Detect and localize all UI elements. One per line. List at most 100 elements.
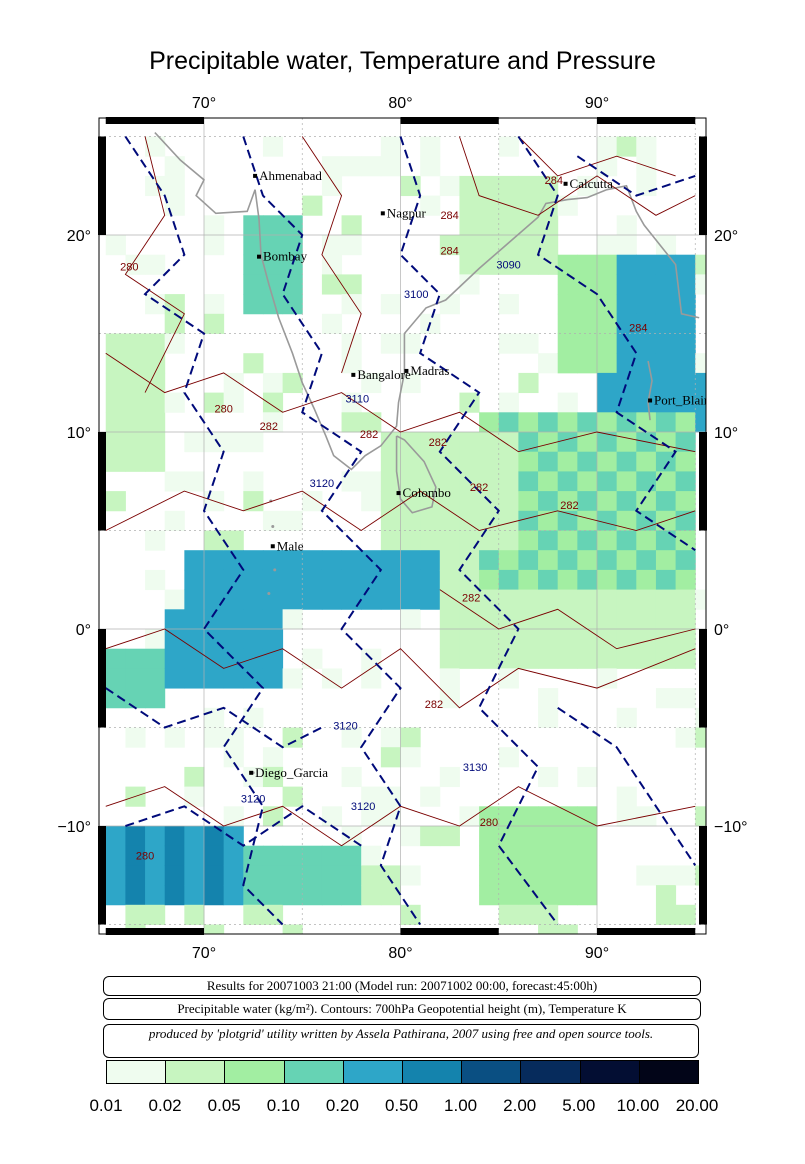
temperature-label: 282 bbox=[425, 699, 443, 711]
field-cell bbox=[420, 550, 441, 571]
field-cell bbox=[105, 451, 126, 472]
color-scale-swatch bbox=[343, 1061, 404, 1083]
field-cell bbox=[184, 471, 205, 492]
field-cell bbox=[557, 254, 578, 275]
field-cell bbox=[518, 845, 539, 866]
field-cell bbox=[321, 550, 343, 571]
field-cell bbox=[243, 432, 264, 453]
field-cell bbox=[597, 432, 618, 453]
field-cell bbox=[577, 432, 598, 453]
field-cell bbox=[204, 707, 225, 728]
field-cell bbox=[577, 845, 598, 866]
field-cell bbox=[577, 826, 598, 847]
field-cell bbox=[498, 904, 519, 925]
field-cell bbox=[400, 727, 421, 748]
field-cell bbox=[204, 668, 225, 689]
field-cell bbox=[380, 451, 401, 472]
field-cell bbox=[302, 569, 323, 591]
field-cell bbox=[282, 294, 303, 315]
field-cell bbox=[538, 629, 559, 650]
field-cell bbox=[204, 392, 225, 413]
field-cell bbox=[616, 569, 637, 591]
color-scale-label: 10.00 bbox=[616, 1096, 660, 1115]
field-cell bbox=[459, 254, 480, 275]
field-cell bbox=[498, 412, 519, 433]
field-cell bbox=[655, 648, 677, 669]
field-cell bbox=[125, 392, 146, 413]
field-cell bbox=[341, 865, 362, 886]
field-cell bbox=[616, 550, 637, 571]
field-cell bbox=[616, 136, 637, 157]
field-cell bbox=[243, 254, 264, 275]
field-cell bbox=[695, 412, 706, 433]
geopotential-contour bbox=[105, 687, 323, 749]
field-cell bbox=[439, 471, 460, 492]
field-cell bbox=[557, 294, 578, 315]
field-cell bbox=[341, 589, 362, 610]
field-cell bbox=[400, 333, 421, 354]
field-cell bbox=[636, 530, 657, 551]
field-cell bbox=[538, 885, 559, 906]
field-cell bbox=[597, 313, 618, 334]
lon-tick-label-top: 90° bbox=[585, 95, 609, 112]
field-cell bbox=[341, 274, 362, 295]
field-cell bbox=[597, 471, 618, 492]
field-cell bbox=[204, 609, 225, 630]
color-scale-swatch bbox=[580, 1061, 640, 1083]
field-cell bbox=[105, 392, 126, 413]
field-cell bbox=[597, 254, 618, 275]
field-cell bbox=[459, 629, 480, 650]
geopotential-label: 3100 bbox=[404, 289, 428, 301]
city-dot bbox=[380, 211, 385, 216]
field-cell bbox=[498, 530, 519, 551]
field-cell bbox=[538, 254, 559, 275]
field-cell bbox=[145, 294, 166, 315]
field-cell bbox=[518, 195, 539, 216]
atoll-mark bbox=[267, 592, 271, 596]
field-cell bbox=[420, 786, 441, 807]
field-cell bbox=[479, 451, 500, 472]
field-cell bbox=[105, 648, 126, 669]
field-cell bbox=[439, 294, 460, 315]
field-cell bbox=[361, 668, 382, 689]
field-cell bbox=[498, 294, 519, 315]
field-cell bbox=[243, 550, 264, 571]
field-cell bbox=[204, 648, 225, 669]
results-text: Results for 20071003 21:00 (Model run: 2… bbox=[206, 978, 598, 993]
field-cell bbox=[655, 885, 677, 906]
temperature-contour bbox=[518, 136, 676, 177]
field-cell bbox=[518, 175, 539, 197]
field-cell bbox=[557, 432, 578, 453]
frame-bar-right bbox=[699, 432, 707, 531]
field-cell bbox=[675, 451, 696, 472]
field-cell bbox=[420, 826, 441, 847]
field-cell bbox=[498, 136, 519, 157]
field-cell bbox=[518, 372, 539, 394]
field-cell bbox=[105, 826, 126, 847]
field-cell bbox=[616, 806, 637, 827]
field-cell bbox=[538, 491, 559, 512]
field-cell bbox=[420, 530, 441, 551]
field-cell bbox=[164, 589, 185, 610]
city-label: Madras bbox=[410, 363, 449, 378]
field-cell bbox=[145, 648, 166, 669]
field-cell bbox=[459, 215, 480, 236]
field-cell bbox=[616, 510, 637, 531]
fields-info-box: Precipitable water (kg/m²). Contours: 70… bbox=[103, 998, 701, 1020]
field-cell bbox=[321, 254, 343, 275]
field-cell bbox=[400, 609, 421, 630]
frame-bar-right bbox=[699, 136, 707, 235]
temperature-contour bbox=[459, 136, 696, 216]
field-cell bbox=[439, 589, 460, 610]
field-cell bbox=[341, 215, 362, 236]
field-cell bbox=[262, 510, 284, 531]
lat-tick-label-right: 20° bbox=[714, 228, 738, 245]
field-cell bbox=[538, 471, 559, 492]
field-cell bbox=[243, 609, 264, 630]
field-cell bbox=[105, 432, 126, 453]
city-dot bbox=[249, 770, 254, 775]
field-cell bbox=[164, 727, 185, 748]
field-cell bbox=[184, 845, 205, 866]
field-cell bbox=[361, 865, 382, 886]
field-cell bbox=[518, 589, 539, 610]
